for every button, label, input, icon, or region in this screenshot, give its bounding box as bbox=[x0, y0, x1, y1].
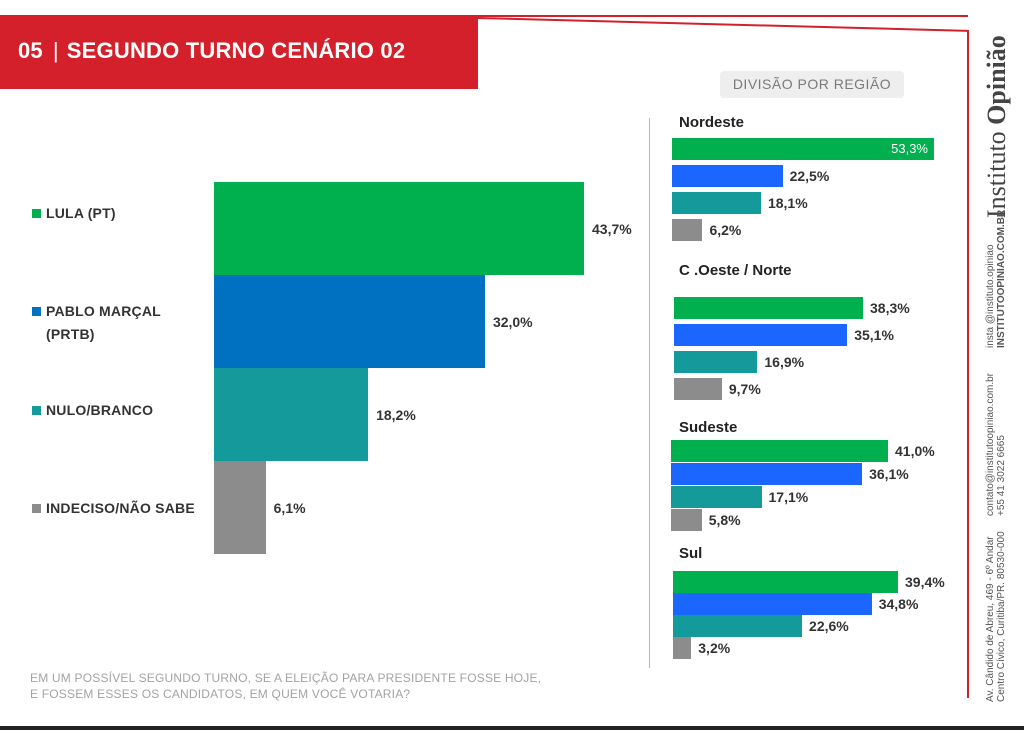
contact-social: insta @instituto.opiniao INSTITUTOOPINIA… bbox=[985, 210, 1007, 348]
region-value-sudeste-pablo-marcal: 36,1% bbox=[869, 466, 909, 482]
region-title-centro-oeste-norte: C .Oeste / Norte bbox=[679, 262, 792, 279]
region-bar-sudeste-indeciso bbox=[671, 509, 702, 531]
region-bar-sul-nulo-branco bbox=[673, 615, 803, 637]
legend-swatch-indeciso bbox=[32, 504, 41, 513]
region-value-nordeste-lula: 53,3% bbox=[891, 141, 928, 156]
region-value-nordeste-pablo-marcal: 22,5% bbox=[789, 168, 830, 184]
bar-pablo-marcal bbox=[214, 275, 485, 368]
title-separator: | bbox=[52, 38, 59, 63]
region-value-sudeste-indeciso: 5,8% bbox=[708, 512, 741, 528]
legend-label-lula: LULA (PT) bbox=[46, 205, 116, 221]
website: INSTITUTOOPINIAO.COM.BR bbox=[996, 209, 1007, 348]
region-value-sul-nulo-branco: 22,6% bbox=[809, 618, 849, 634]
contact-address: Av. Cândido de Abreu, 469 - 6º Andar Cen… bbox=[985, 531, 1007, 702]
region-bar-sul-indeciso bbox=[673, 637, 692, 659]
region-bar-centro-oeste-norte-lula bbox=[674, 297, 863, 319]
legend-label-nulo-branco: NULO/BRANCO bbox=[46, 402, 154, 418]
region-value-nordeste-indeciso: 6,2% bbox=[709, 222, 742, 238]
region-bar-centro-oeste-norte-pablo-marcal bbox=[674, 324, 848, 346]
bar-lula bbox=[214, 182, 584, 275]
bottom-bar bbox=[0, 726, 1024, 730]
bar-value-indeciso: 6,1% bbox=[273, 499, 306, 516]
region-bar-nordeste-pablo-marcal bbox=[672, 165, 783, 187]
region-value-sudeste-lula: 41,0% bbox=[895, 443, 935, 459]
region-value-centro-oeste-norte-pablo-marcal: 35,1% bbox=[854, 327, 894, 343]
region-value-centro-oeste-norte-indeciso: 9,7% bbox=[728, 381, 761, 397]
section-title: SEGUNDO TURNO CENÁRIO 02 bbox=[66, 38, 406, 63]
address-line-1: Av. Cândido de Abreu, 469 - 6º Andar bbox=[985, 536, 996, 702]
region-bar-sudeste-pablo-marcal bbox=[671, 463, 863, 485]
legend-swatch-pablo-marcal bbox=[32, 307, 41, 316]
legend-label-indeciso: INDECISO/NÃO SABE bbox=[46, 500, 195, 516]
social-handle: insta @instituto.opiniao bbox=[985, 244, 996, 348]
region-value-centro-oeste-norte-lula: 38,3% bbox=[870, 300, 910, 316]
region-value-sudeste-nulo-branco: 17,1% bbox=[768, 489, 809, 505]
address-line-2: Centro Cívico, Curitiba/PR. 80530-000 bbox=[996, 531, 1007, 702]
region-bar-centro-oeste-norte-indeciso bbox=[674, 378, 722, 400]
section-number: 05 bbox=[18, 38, 43, 63]
region-bar-nordeste-lula bbox=[672, 138, 934, 160]
frame-line-top bbox=[478, 15, 968, 17]
region-divider bbox=[649, 118, 650, 668]
frame-line-diagonal bbox=[477, 17, 968, 32]
legend-swatch-lula bbox=[32, 209, 41, 218]
region-heading: DIVISÃO POR REGIÃO bbox=[720, 71, 904, 98]
region-value-sul-indeciso: 3,2% bbox=[698, 640, 731, 656]
bar-value-lula: 43,7% bbox=[592, 220, 632, 237]
email: contato@institutoopiniao.com.br bbox=[985, 372, 996, 516]
legend-swatch-nulo-branco bbox=[32, 406, 41, 415]
region-bar-sul-lula bbox=[673, 571, 898, 593]
survey-question: EM UM POSSÍVEL SEGUNDO TURNO, SE A ELEIÇ… bbox=[30, 671, 542, 701]
contact-email: contato@institutoopiniao.com.br +55 41 3… bbox=[985, 372, 1007, 516]
bar-value-nulo-branco: 18,2% bbox=[376, 406, 416, 423]
region-bar-centro-oeste-norte-nulo-branco bbox=[674, 351, 758, 373]
region-bar-sudeste-lula bbox=[671, 440, 888, 462]
header-banner bbox=[0, 15, 478, 89]
region-value-sul-lula: 39,4% bbox=[905, 574, 945, 590]
region-bar-sudeste-nulo-branco bbox=[671, 486, 762, 508]
bar-nulo-branco bbox=[214, 368, 369, 461]
legend-indeciso: INDECISO/NÃO SABE bbox=[32, 497, 195, 520]
region-bar-nordeste-nulo-branco bbox=[672, 192, 761, 214]
bar-indeciso bbox=[214, 461, 266, 554]
region-title-sudeste: Sudeste bbox=[679, 419, 738, 436]
region-title-sul: Sul bbox=[679, 545, 703, 562]
legend-label-pablo-marcal: PABLO MARÇAL (PRTB) bbox=[46, 303, 161, 342]
region-title-nordeste: Nordeste bbox=[679, 114, 745, 131]
bar-value-pablo-marcal: 32,0% bbox=[492, 313, 533, 330]
phone: +55 41 3022 6665 bbox=[996, 435, 1007, 516]
legend-pablo-marcal: PABLO MARÇAL (PRTB) bbox=[32, 300, 161, 346]
region-value-sul-pablo-marcal: 34,8% bbox=[878, 596, 919, 612]
page-title: 05 | SEGUNDO TURNO CENÁRIO 02 bbox=[18, 38, 405, 64]
legend-nulo-branco: NULO/BRANCO bbox=[32, 399, 153, 422]
region-bar-nordeste-indeciso bbox=[672, 219, 703, 241]
region-value-centro-oeste-norte-nulo-branco: 16,9% bbox=[764, 354, 805, 370]
legend-lula: LULA (PT) bbox=[32, 202, 116, 225]
frame-line-right bbox=[967, 30, 969, 698]
region-value-nordeste-nulo-branco: 18,1% bbox=[767, 195, 808, 211]
brand-logo: Instituto Opinião bbox=[982, 35, 1011, 218]
region-bar-sul-pablo-marcal bbox=[673, 593, 872, 615]
